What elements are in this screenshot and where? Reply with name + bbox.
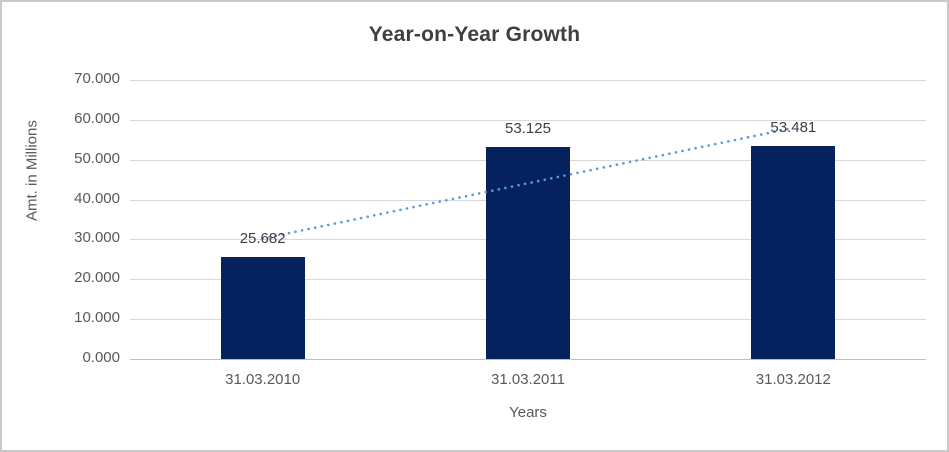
y-tick-label: 10.000 [74, 309, 120, 327]
y-tick-label: 40.000 [74, 189, 120, 207]
bar [486, 147, 570, 359]
y-tick-label: 60.000 [74, 109, 120, 127]
bar [220, 256, 305, 359]
x-tick-label: 31.03.2010 [225, 371, 301, 388]
bar-data-label: 53.481 [770, 118, 817, 136]
x-axis-line [130, 359, 926, 360]
bar-data-label: 25.682 [239, 229, 286, 247]
y-tick-label: 30.000 [74, 229, 120, 247]
y-gridline [130, 80, 926, 81]
y-tick-label: 20.000 [74, 269, 120, 287]
x-axis-title: Years [509, 404, 547, 421]
y-tick-label: 70.000 [74, 70, 120, 87]
y-tick-label: 0.000 [82, 349, 120, 366]
x-tick-label: 31.03.2012 [755, 371, 831, 388]
chart-title: Year-on-Year Growth [368, 23, 581, 46]
y-tick-label: 50.000 [74, 149, 120, 167]
y-gridline [130, 119, 926, 121]
bar [751, 145, 836, 359]
bar-data-label: 53.125 [505, 120, 551, 138]
x-tick-label: 31.03.2011 [491, 371, 565, 388]
